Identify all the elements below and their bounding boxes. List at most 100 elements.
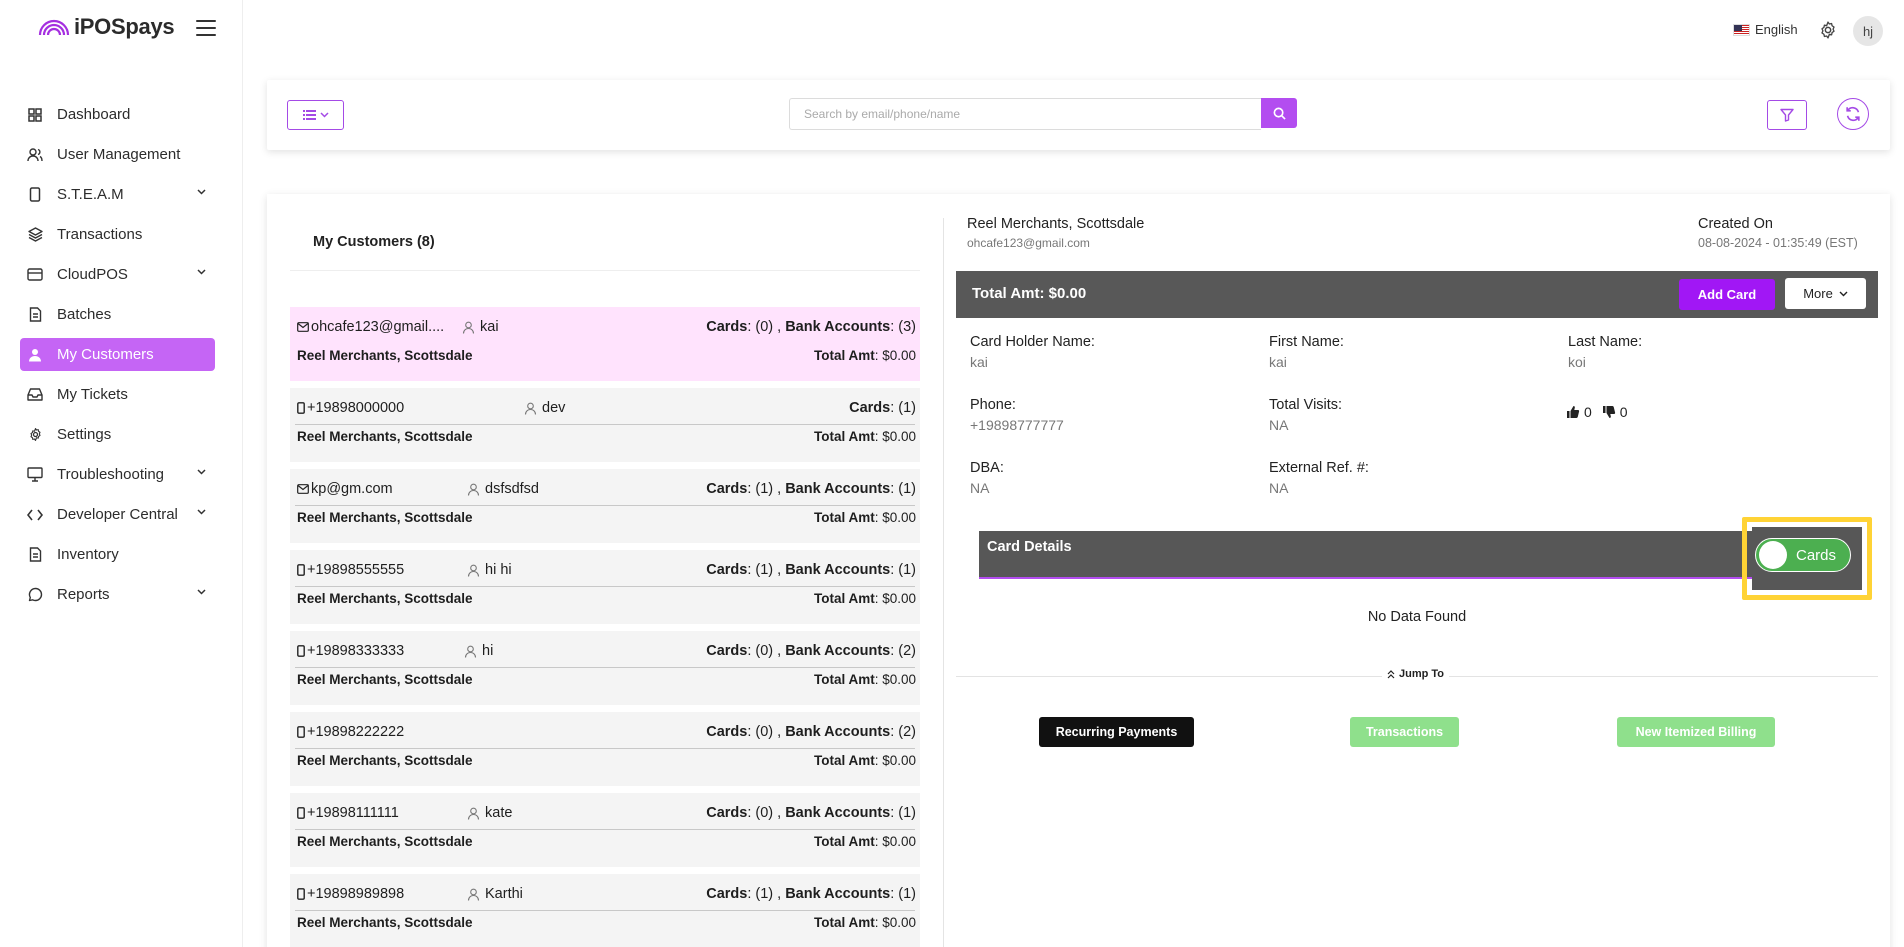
new-itemized-billing-button[interactable]: New Itemized Billing (1617, 717, 1775, 747)
sidebar-item-troubleshooting[interactable]: Troubleshooting (20, 458, 215, 491)
customer-row-top: +19898333333 hi Cards: (0) , Bank Accounts… (297, 641, 916, 661)
customer-row-bottom: Reel Merchants, Scottsdale Total Amt: $0.… (297, 348, 916, 363)
recurring-payments-button[interactable]: Recurring Payments (1039, 717, 1194, 747)
add-card-button[interactable]: Add Card (1679, 279, 1775, 310)
list-item[interactable]: kp@gm.com dsfsdfsd Cards: (1) , Bank Accou… (290, 469, 920, 543)
gear-icon[interactable] (1818, 20, 1838, 45)
sidebar-item-my-tickets[interactable]: My Tickets (20, 378, 215, 411)
customer-user: kate (467, 805, 512, 821)
customer-user: Karthi (467, 886, 523, 902)
bank-value: : (1) (890, 562, 916, 578)
divider (295, 424, 915, 425)
list-item[interactable]: +19898000000 dev Cards: (1) Reel Merchants,… (290, 388, 920, 462)
contact-text: +19898111111 (307, 805, 399, 821)
sidebar-item-cloudpos[interactable]: CloudPOS (20, 258, 215, 291)
sidebar-item-settings[interactable]: Settings (20, 418, 215, 451)
customer-merchant: Reel Merchants, Scottsdale (297, 672, 473, 687)
total-amount: Total Amt: $0.00 (972, 285, 1087, 302)
sidebar-item-developer-central[interactable]: Developer Central (20, 498, 215, 531)
list-item[interactable]: +19898555555 hi hi Cards: (1) , Bank Accou… (290, 550, 920, 624)
sidebar-item-dashboard[interactable]: Dashboard (20, 98, 215, 131)
more-button[interactable]: More (1785, 278, 1866, 309)
jump-to[interactable]: Jump To (1382, 668, 1450, 680)
customer-user: dsfsdfsd (467, 481, 539, 497)
avatar[interactable]: hj (1853, 16, 1883, 46)
customer-total: Total Amt: $0.00 (814, 348, 916, 363)
sidebar-item-user-management[interactable]: User Management (20, 138, 215, 171)
bank-label: Bank Accounts (785, 643, 891, 659)
customer-row-bottom: Reel Merchants, Scottsdale Total Amt: $0.… (297, 753, 916, 768)
divider (943, 218, 944, 947)
cards-count: Cards: (1) , Bank Accounts: (1) (706, 481, 916, 497)
thumbs-up-icon[interactable] (1566, 405, 1580, 419)
user-name: dsfsdfsd (485, 481, 539, 497)
cards-count: Cards: (0) , Bank Accounts: (2) (706, 724, 916, 740)
sidebar-item-inventory[interactable]: Inventory (20, 538, 215, 571)
double-chevron-up-icon (1387, 669, 1395, 678)
field-label: Card Holder Name: (970, 334, 1095, 350)
list-item[interactable]: ohcafe123@gmail.... kai Cards: (0) , Bank … (290, 307, 920, 381)
refresh-button[interactable] (1837, 98, 1869, 130)
customer-total: Total Amt: $0.00 (814, 591, 916, 606)
sidebar-item-label: Dashboard (57, 106, 131, 123)
sidebar-item-label: S.T.E.A.M (57, 186, 124, 203)
list-item[interactable]: +19898222222 Cards: (0) , Bank Accounts: … (290, 712, 920, 786)
field-value: koi (1568, 354, 1586, 370)
menu-toggle-icon[interactable] (196, 20, 216, 36)
total-value: : $0.00 (874, 672, 916, 687)
field-label: Last Name: (1568, 334, 1643, 350)
filter-icon (1780, 108, 1794, 122)
thumbs-down-icon[interactable] (1602, 405, 1616, 419)
sidebar: iPOSpays Dashboard User Management S.T.E.A… (0, 0, 243, 947)
cards-label: Cards (706, 805, 748, 821)
sidebar-item-reports[interactable]: Reports (20, 578, 215, 611)
code-icon (27, 507, 43, 523)
mail-icon (297, 322, 309, 332)
phone-icon (297, 645, 305, 657)
customer-user: kai (462, 319, 499, 335)
sidebar-item-batches[interactable]: Batches (20, 298, 215, 331)
app-logo[interactable]: iPOSpays (38, 14, 175, 40)
customer-total: Total Amt: $0.00 (814, 510, 916, 525)
filter-button[interactable] (1767, 100, 1807, 130)
customer-user: hi (464, 643, 493, 659)
chevron-down-icon (319, 112, 329, 118)
search-button[interactable] (1261, 98, 1297, 128)
total-label: Total Amt (813, 753, 875, 768)
list-item[interactable]: +19898111111 kate Cards: (0) , Bank Accoun… (290, 793, 920, 867)
field-label: DBA: (970, 460, 1004, 476)
user-name: kate (485, 805, 513, 821)
cards-toggle[interactable]: Cards (1755, 538, 1851, 572)
sidebar-item-label: Troubleshooting (57, 466, 165, 483)
sidebar-item-my-customers[interactable]: My Customers (20, 338, 215, 371)
customers-panel: My Customers (8) ohcafe123@gmail.... kai C… (267, 194, 1890, 947)
sidebar-item-label: CloudPOS (57, 266, 128, 283)
user-name: dev (542, 400, 566, 416)
cards-label: Cards (706, 319, 748, 335)
sidebar-item-transactions[interactable]: Transactions (20, 218, 215, 251)
customer-row-top: ohcafe123@gmail.... kai Cards: (0) , Bank … (297, 317, 916, 337)
user-name: kai (480, 319, 499, 335)
total-value: : $0.00 (874, 915, 916, 930)
customer-total: Total Amt: $0.00 (814, 834, 916, 849)
search-input[interactable] (789, 98, 1261, 130)
no-data-message: No Data Found (1367, 609, 1467, 625)
user-icon (467, 807, 480, 820)
field-value: kai (1269, 354, 1287, 370)
bank-value: : (1) (890, 481, 916, 497)
more-label: More (1803, 286, 1833, 301)
user-name: hi (482, 643, 494, 659)
toggle-highlight: Cards (1742, 517, 1872, 600)
total-value: : $0.00 (874, 834, 916, 849)
card-details-title: Card Details (987, 539, 1072, 555)
language-selector[interactable]: English (1733, 22, 1798, 37)
total-value: : $0.00 (874, 753, 916, 768)
thumbs-down-count: 0 (1619, 404, 1628, 420)
view-list-button[interactable] (287, 100, 344, 130)
sidebar-item-s-t-e-a-m[interactable]: S.T.E.A.M (20, 178, 215, 211)
transactions-button[interactable]: Transactions (1350, 717, 1459, 747)
list-item[interactable]: +19898333333 hi Cards: (0) , Bank Accounts… (290, 631, 920, 705)
mail-icon (297, 484, 309, 494)
list-item[interactable]: +19898989898 Karthi Cards: (1) , Bank Acco… (290, 874, 920, 947)
bank-label: Bank Accounts (785, 886, 891, 902)
